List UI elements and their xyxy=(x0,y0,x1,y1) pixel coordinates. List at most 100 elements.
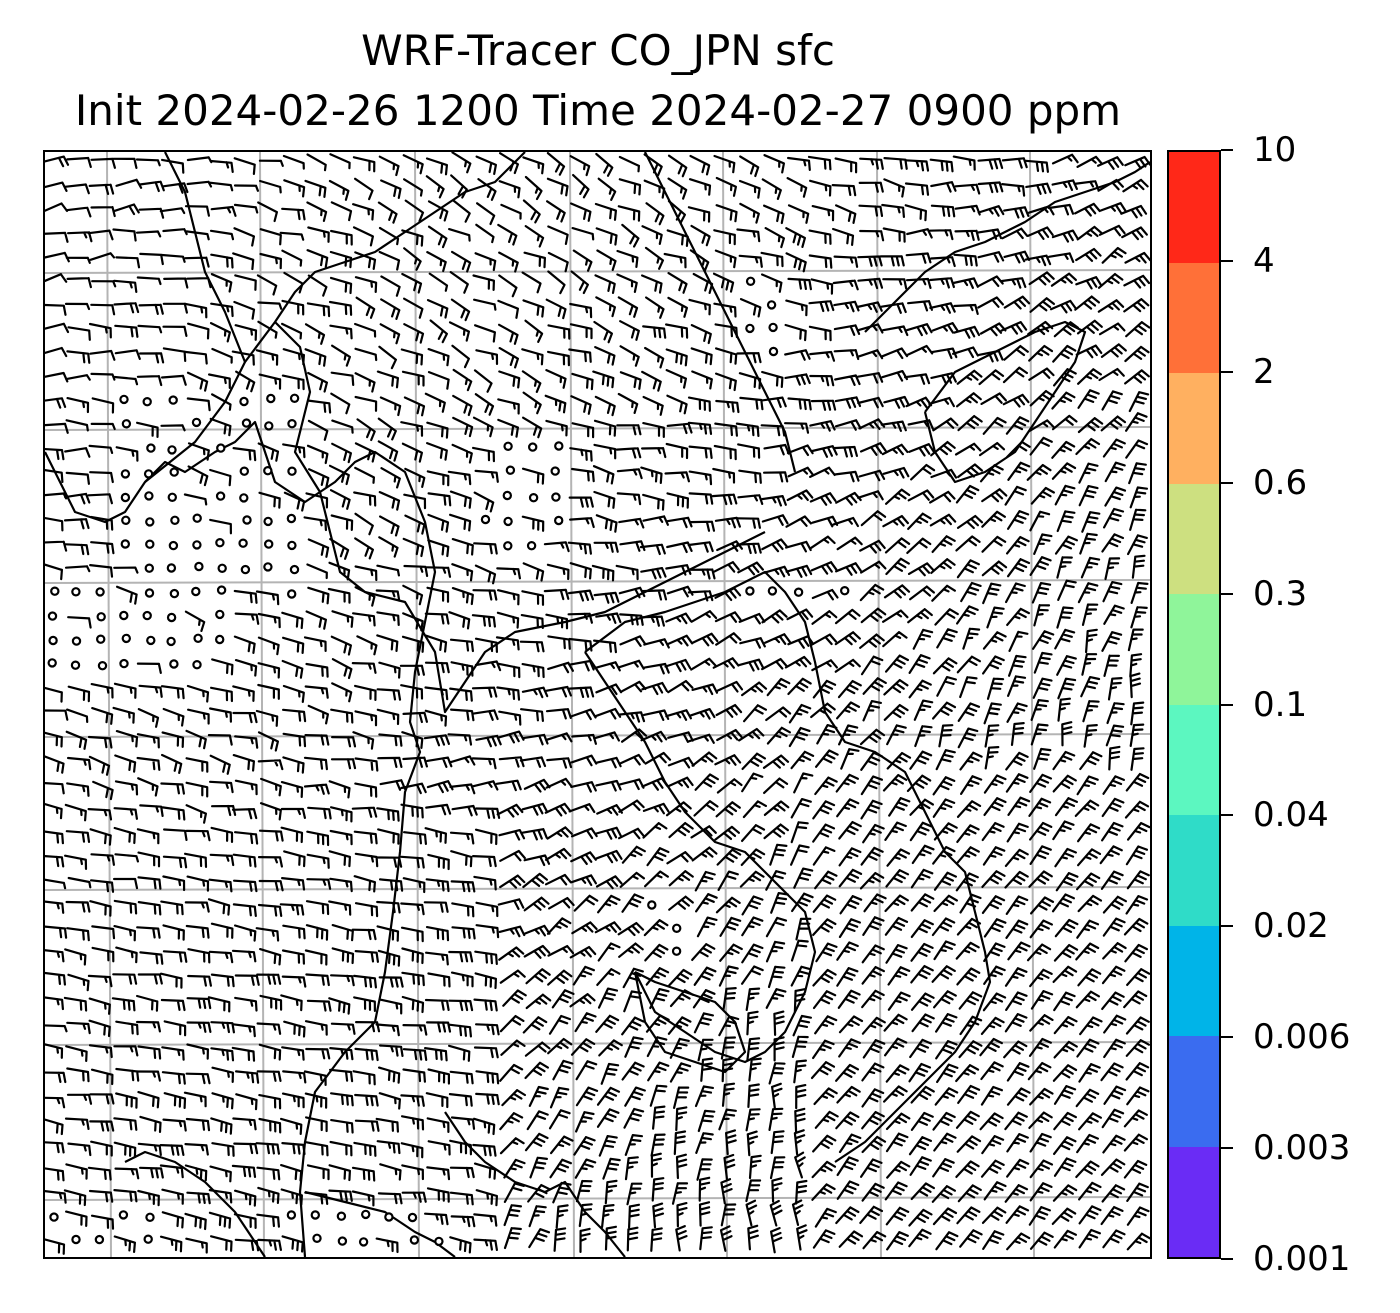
wind-barb xyxy=(306,444,329,465)
wind-barb xyxy=(447,470,472,486)
wind-barb xyxy=(954,442,982,456)
wind-barb xyxy=(642,802,670,815)
wind-barb xyxy=(259,802,282,821)
wind-barb xyxy=(811,610,838,625)
latitude-gridline xyxy=(45,269,1150,274)
calm-wind-circle xyxy=(263,539,274,549)
wind-barb xyxy=(502,989,527,1007)
calm-wind-circle xyxy=(191,586,201,597)
wind-barb xyxy=(427,539,450,558)
wind-barb xyxy=(882,278,908,290)
wind-barb xyxy=(795,1179,808,1205)
wind-barb xyxy=(66,397,90,414)
wind-barb xyxy=(572,249,593,272)
wind-barb xyxy=(379,878,404,892)
wind-barb xyxy=(471,757,497,770)
wind-barb xyxy=(45,1167,65,1182)
wind-barb xyxy=(113,826,136,845)
wind-barb xyxy=(185,924,210,939)
wind-barb xyxy=(983,797,1007,816)
wind-barb xyxy=(594,274,616,294)
wind-barb xyxy=(790,965,812,987)
wind-barb xyxy=(186,1191,211,1205)
wind-barb xyxy=(401,442,423,463)
wind-barb xyxy=(45,397,67,409)
wind-barb xyxy=(1031,582,1052,604)
wind-barb xyxy=(736,517,761,529)
wind-barb xyxy=(450,708,475,722)
wind-barb xyxy=(1080,556,1101,579)
calm-wind-circle xyxy=(119,394,129,405)
wind-barb xyxy=(814,1015,838,1035)
longitude-gridline xyxy=(259,152,265,1257)
calm-wind-circle xyxy=(146,443,156,453)
wind-barb xyxy=(255,927,280,942)
wind-barb xyxy=(641,370,662,392)
wind-barb xyxy=(258,373,282,390)
wind-barb xyxy=(886,1231,909,1251)
wind-barb xyxy=(983,965,1006,985)
wind-barb xyxy=(1100,415,1127,432)
wind-barb xyxy=(380,179,402,199)
wind-barb xyxy=(741,916,764,937)
calm-wind-circle xyxy=(238,538,248,548)
wind-barb xyxy=(113,682,137,699)
wind-barb xyxy=(739,202,760,224)
wind-barb xyxy=(1029,919,1053,939)
wind-barb xyxy=(714,825,740,841)
wind-barb xyxy=(570,851,597,865)
wind-barb xyxy=(497,418,519,438)
wind-barb xyxy=(280,826,304,844)
wind-barb xyxy=(784,349,811,361)
wind-barb xyxy=(280,1164,303,1182)
wind-barb xyxy=(329,877,353,893)
wind-barb xyxy=(64,565,91,573)
wind-barb xyxy=(814,776,838,796)
wind-barb xyxy=(258,829,284,842)
colorbar-tick-label: 0.02 xyxy=(1253,906,1329,947)
wind-barb xyxy=(618,155,640,173)
wind-barb xyxy=(1027,1062,1052,1081)
wind-barb xyxy=(910,942,934,962)
wind-barb xyxy=(281,659,304,679)
wind-barb xyxy=(1004,967,1028,987)
wind-barb xyxy=(1057,579,1077,601)
wind-barb xyxy=(255,1142,280,1155)
wind-barb xyxy=(552,1059,574,1081)
calm-wind-circle xyxy=(166,563,177,573)
wind-barb xyxy=(115,178,143,189)
wind-barb xyxy=(548,1014,571,1035)
wind-barb xyxy=(183,1091,207,1108)
wind-barb xyxy=(112,973,138,985)
wind-barb xyxy=(307,704,329,725)
wind-barb xyxy=(1076,919,1100,939)
wind-barb xyxy=(812,990,837,1010)
wind-barb xyxy=(1054,797,1078,817)
wind-barb xyxy=(521,467,545,485)
wind-barb xyxy=(861,1135,887,1154)
wind-barb xyxy=(769,1199,783,1227)
wind-barb xyxy=(977,349,1004,363)
wind-barb xyxy=(958,1040,983,1059)
wind-barb xyxy=(209,468,232,487)
wind-barb xyxy=(808,325,832,342)
wind-barb xyxy=(498,251,519,273)
wind-barb xyxy=(932,776,956,796)
wind-barb xyxy=(676,1202,688,1228)
wind-barb xyxy=(812,918,837,936)
wind-barb xyxy=(1081,511,1101,533)
wind-barb xyxy=(694,773,719,791)
wind-barb xyxy=(693,1012,714,1034)
wind-barb xyxy=(1028,1206,1051,1226)
wind-barb xyxy=(795,1084,807,1110)
calm-wind-circles xyxy=(47,276,850,1247)
wind-barb xyxy=(856,349,884,360)
wind-barb xyxy=(809,179,832,197)
wind-barb xyxy=(933,822,958,841)
wind-barb xyxy=(713,154,736,174)
wind-barb xyxy=(619,320,640,341)
wind-barb xyxy=(113,302,140,314)
wind-barb xyxy=(712,467,736,484)
wind-barb xyxy=(933,990,957,1009)
wind-barb xyxy=(773,1010,785,1036)
